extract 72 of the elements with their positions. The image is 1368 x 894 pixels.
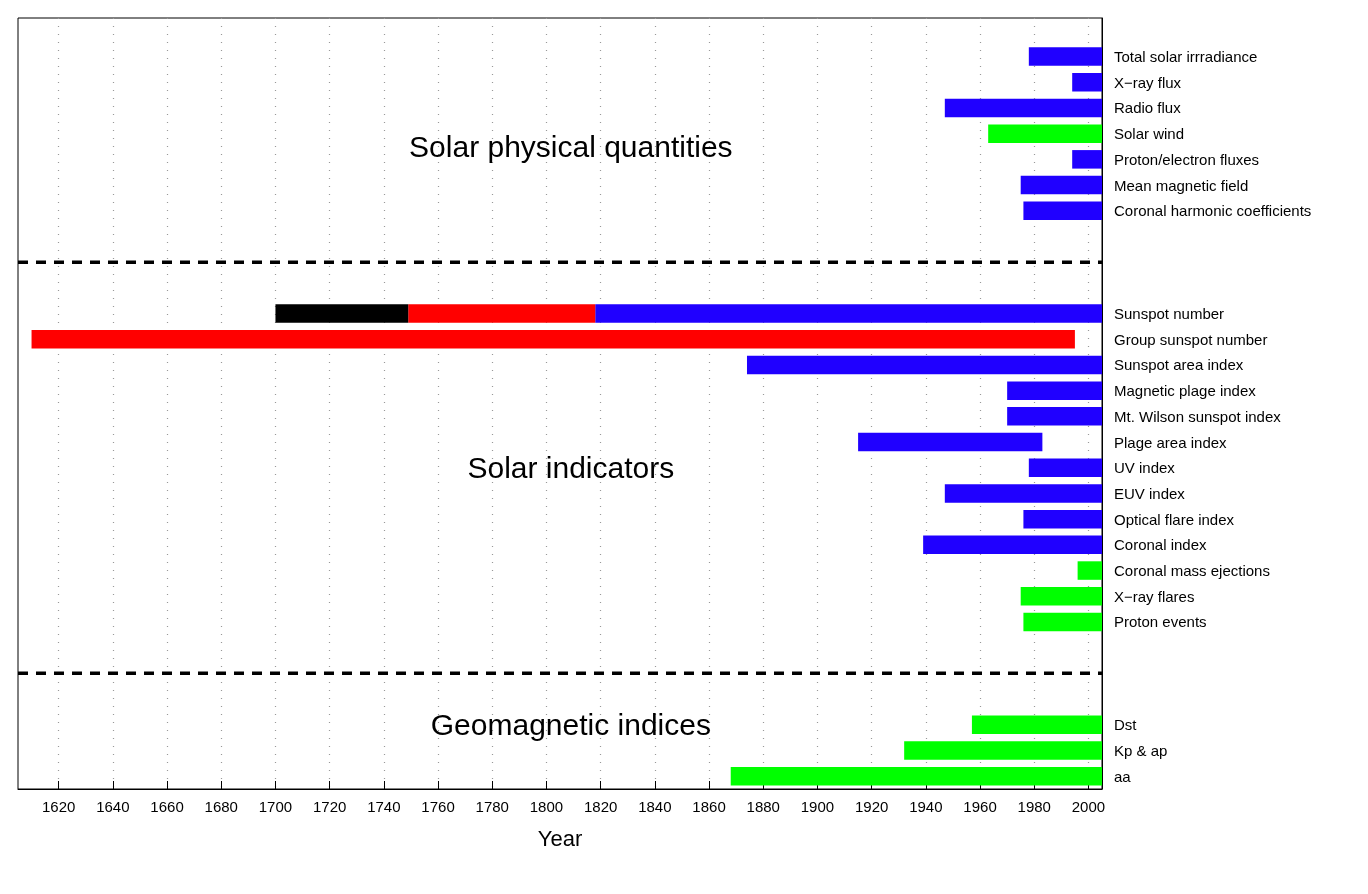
x-axis-title: Year: [537, 825, 583, 851]
x-tick-label: 1680: [204, 798, 238, 815]
bar: [730, 766, 1102, 786]
y-tick-label: Proton events: [1114, 613, 1207, 631]
bar: [31, 330, 1075, 349]
bar: [275, 304, 409, 323]
y-tick-label: Solar wind: [1114, 125, 1185, 143]
y-tick-label: EUV index: [1114, 484, 1186, 502]
y-tick-label: Coronal harmonic coefficients: [1114, 202, 1312, 220]
y-tick-label: Radio flux: [1114, 99, 1182, 117]
bar: [1077, 561, 1102, 580]
y-tick-label: Sunspot number: [1114, 305, 1225, 323]
y-tick-label: Coronal mass ejections: [1114, 562, 1270, 580]
x-tick-label: 1720: [312, 798, 347, 815]
y-tick-label: X−ray flares: [1114, 587, 1195, 605]
y-tick-label: Coronal index: [1114, 536, 1208, 554]
bar: [1007, 407, 1102, 426]
x-tick-label: 1980: [1017, 798, 1051, 815]
bar: [944, 484, 1102, 503]
bar: [1007, 381, 1102, 400]
bar: [1020, 175, 1102, 195]
bar: [904, 741, 1102, 760]
x-tick-label: 1780: [475, 798, 509, 815]
x-tick-label: 1800: [529, 798, 564, 815]
x-tick-label: 1900: [800, 798, 835, 815]
bar: [408, 304, 596, 323]
y-tick-label: Dst: [1114, 716, 1138, 734]
annotation: Solar indicators: [467, 451, 675, 485]
annotation: Geomagnetic indices: [430, 708, 711, 742]
bar: [1028, 458, 1102, 477]
x-tick-label: 1740: [367, 798, 401, 815]
x-tick-label: 1820: [583, 798, 618, 815]
bar: [1028, 47, 1102, 66]
x-tick-label: 1620: [41, 798, 76, 815]
y-tick-label: Total solar irrradiance: [1114, 48, 1258, 66]
bar: [1023, 201, 1102, 220]
x-tick-label: 1920: [854, 798, 889, 815]
y-tick-label: Plage area index: [1114, 433, 1228, 451]
bar: [988, 124, 1102, 143]
bar: [1072, 150, 1102, 169]
y-tick-label: Kp & ap: [1114, 741, 1168, 759]
y-tick-label: Mean magnetic field: [1114, 176, 1249, 194]
y-tick-label: Sunspot area index: [1114, 356, 1244, 374]
x-tick-label: 1760: [421, 798, 455, 815]
x-tick-label: 2000: [1071, 798, 1106, 815]
x-tick-label: 1960: [963, 798, 997, 815]
y-tick-label: Group sunspot number: [1114, 330, 1268, 348]
y-tick-label: Proton/electron fluxes: [1114, 150, 1260, 168]
x-tick-label: 1840: [638, 798, 672, 815]
bar: [1020, 587, 1102, 606]
y-tick-label: Mt. Wilson sunspot index: [1114, 407, 1282, 425]
y-tick-label: X−ray flux: [1114, 73, 1182, 91]
bar: [1023, 509, 1102, 529]
x-tick-label: 1700: [258, 798, 293, 815]
y-tick-label: Magnetic plage index: [1114, 382, 1257, 400]
bar: [746, 355, 1102, 375]
bar: [1072, 73, 1102, 92]
x-tick-label: 1940: [909, 798, 943, 815]
x-tick-label: 1860: [692, 798, 726, 815]
x-tick-label: 1640: [96, 798, 130, 815]
bar: [595, 304, 1102, 323]
x-tick-label: 1880: [746, 798, 780, 815]
x-tick-label: 1660: [150, 798, 184, 815]
bar: [944, 98, 1102, 118]
bar: [923, 535, 1102, 555]
y-tick-label: aa: [1114, 767, 1132, 785]
bar: [1023, 612, 1102, 632]
y-tick-label: Optical flare index: [1114, 510, 1235, 528]
annotation: Solar physical quantities: [409, 130, 733, 163]
bar: [858, 432, 1043, 452]
y-tick-label: UV index: [1114, 459, 1176, 477]
bar: [971, 715, 1102, 734]
